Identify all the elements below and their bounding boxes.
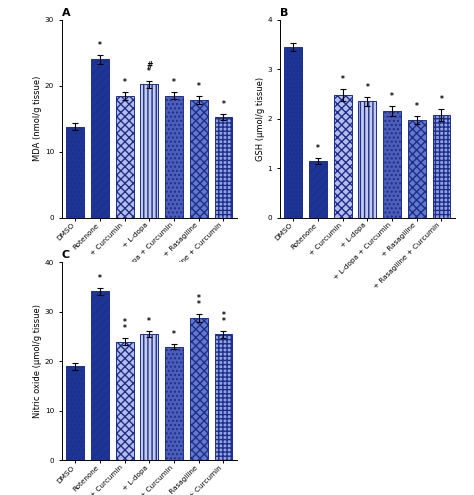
Text: *: * [98, 41, 102, 50]
Text: *: * [439, 95, 443, 104]
Text: *: * [197, 82, 201, 92]
Text: C: C [62, 250, 70, 260]
Text: *: * [172, 78, 176, 88]
Text: *: * [415, 102, 419, 111]
Y-axis label: Nitric oxide (μmol/g tissue): Nitric oxide (μmol/g tissue) [33, 304, 42, 418]
Bar [140, 334, 158, 460]
Text: *: * [197, 295, 201, 303]
Bar [66, 366, 84, 460]
Text: *: * [147, 317, 151, 326]
Bar [284, 47, 302, 218]
Text: *: * [147, 66, 151, 76]
Y-axis label: MDA (nmol/g tissue): MDA (nmol/g tissue) [33, 76, 42, 161]
Text: *: * [390, 93, 394, 101]
Bar [190, 318, 208, 460]
Bar [116, 96, 134, 218]
Text: *: * [341, 75, 345, 84]
Bar [165, 346, 183, 460]
Text: *: * [316, 144, 320, 153]
Bar [66, 127, 84, 218]
Bar [215, 334, 232, 460]
Bar [215, 117, 232, 218]
Text: #: # [146, 60, 153, 70]
Bar [408, 120, 426, 218]
Bar [334, 95, 352, 218]
Bar [91, 59, 109, 218]
Bar [190, 100, 208, 218]
Bar [433, 115, 450, 218]
Text: *: * [172, 330, 176, 339]
Text: *: * [197, 300, 201, 309]
Bar [91, 291, 109, 460]
Text: B: B [280, 7, 288, 18]
Text: *: * [123, 318, 127, 327]
Text: *: * [365, 83, 369, 92]
Text: *: * [221, 317, 225, 326]
Text: A: A [62, 7, 70, 18]
Bar [358, 101, 376, 218]
Text: *: * [123, 324, 127, 333]
Bar [116, 342, 134, 460]
Bar [383, 111, 401, 218]
Y-axis label: GSH (μmol/g tissue): GSH (μmol/g tissue) [255, 77, 264, 161]
Bar [309, 161, 327, 218]
Text: *: * [98, 274, 102, 283]
Text: *: * [221, 99, 225, 108]
Bar [165, 96, 183, 218]
Text: *: * [123, 78, 127, 87]
Bar [140, 85, 158, 218]
Text: *: * [221, 311, 225, 320]
